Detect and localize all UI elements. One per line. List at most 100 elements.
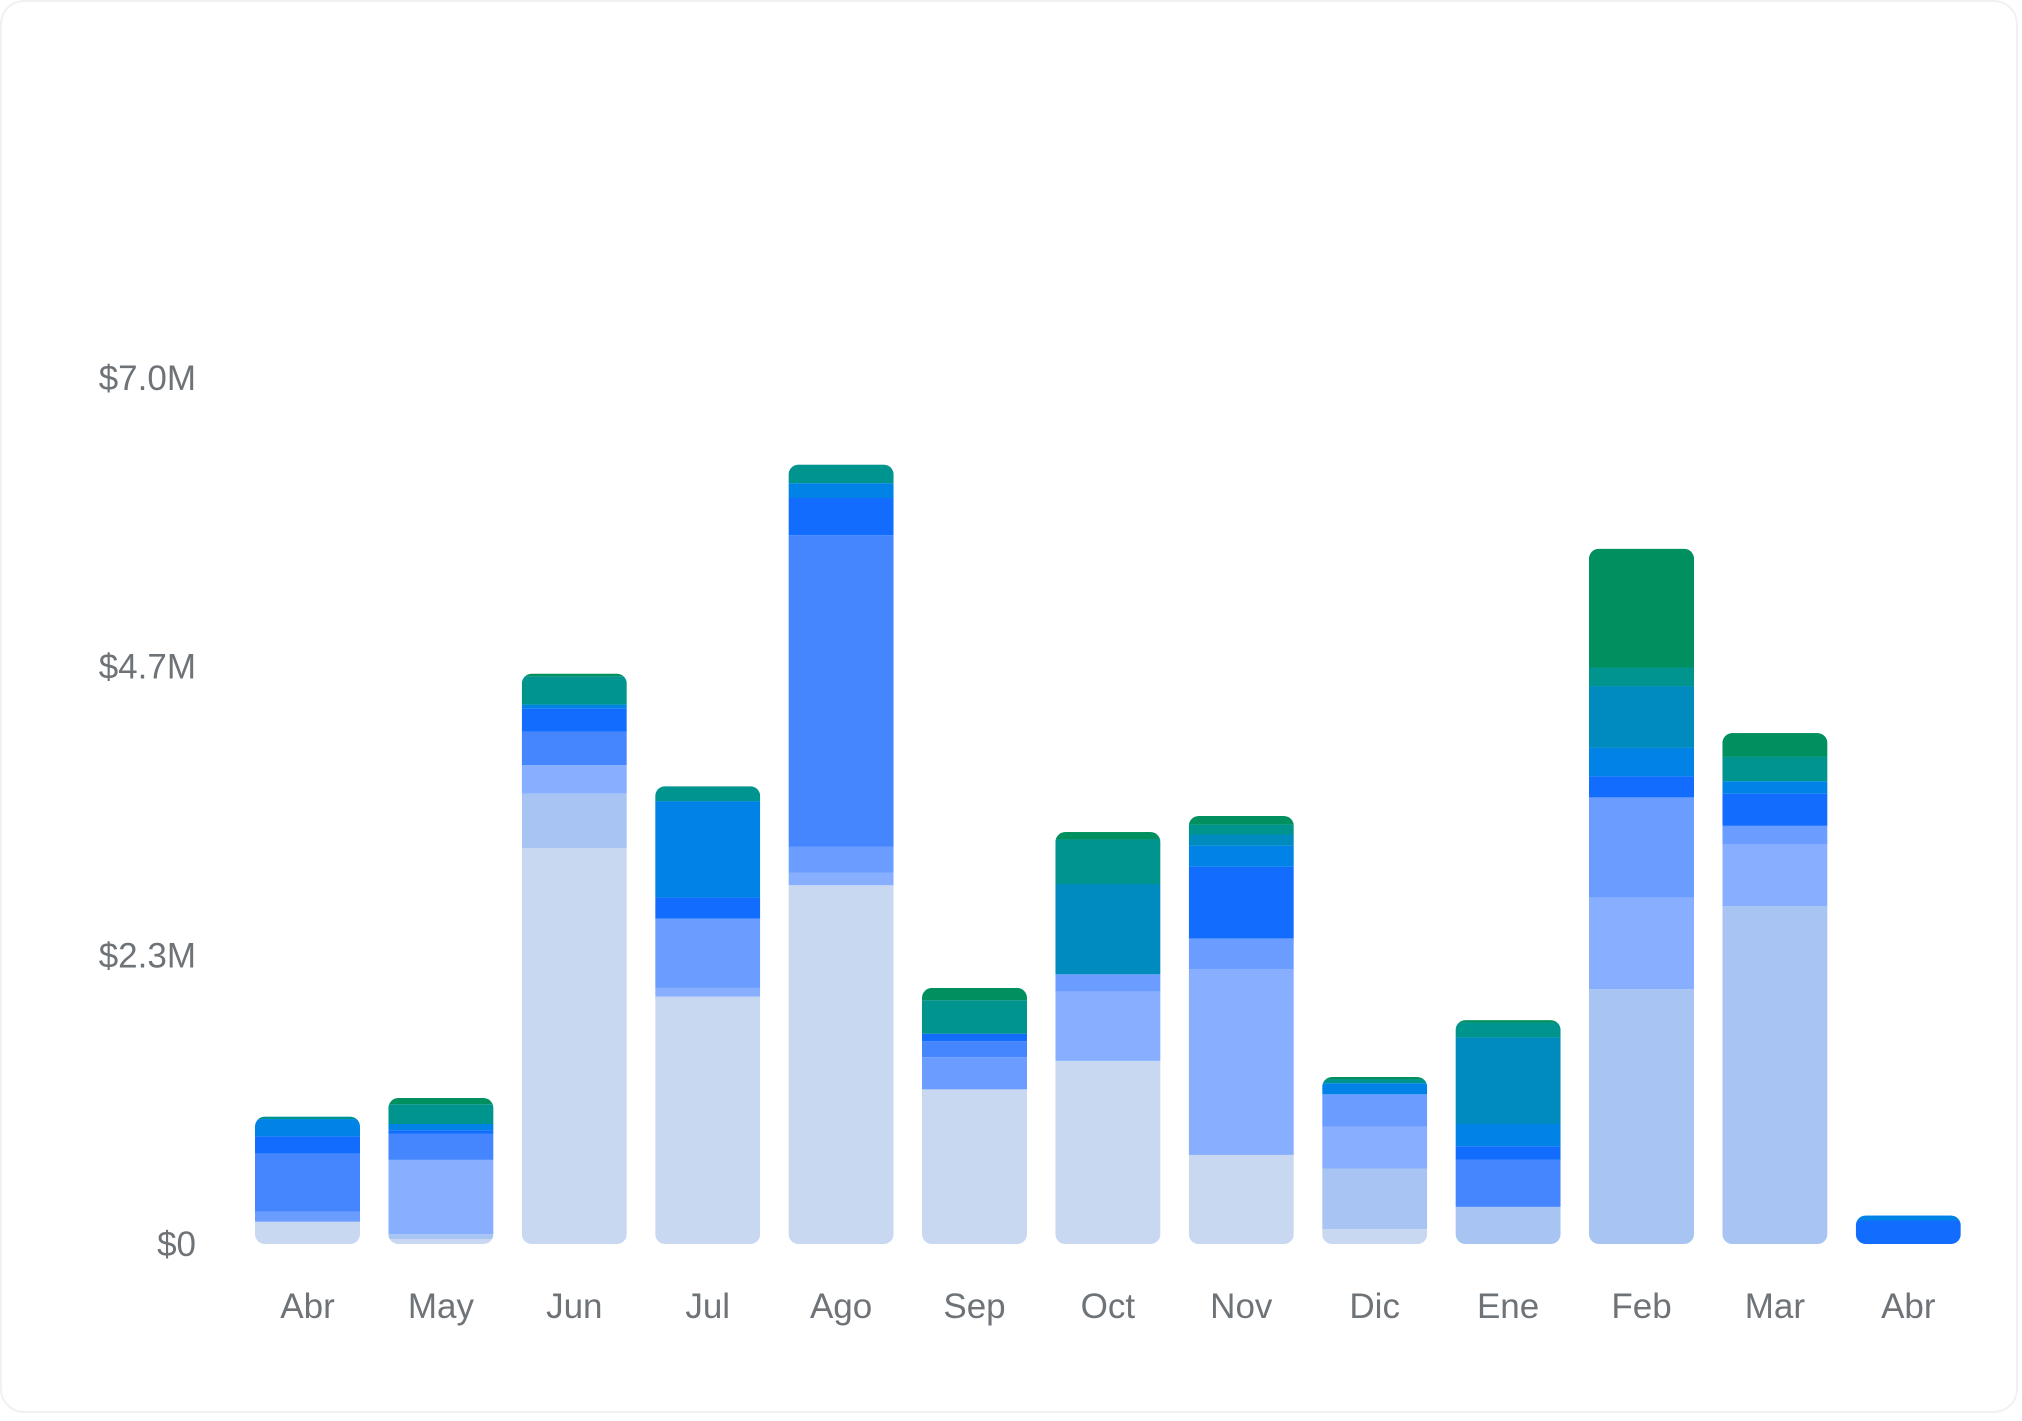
bar-segment <box>788 464 894 484</box>
x-tick-label: May <box>408 1287 475 1326</box>
bar-segment <box>521 731 627 766</box>
bar-segment <box>1055 839 1161 884</box>
x-tick-label: Abr <box>1881 1287 1936 1326</box>
bar-segment <box>655 897 761 919</box>
bar-segment <box>1188 845 1294 867</box>
bar-segment <box>1322 1094 1428 1127</box>
bar-segment <box>788 483 894 499</box>
bar-segment <box>255 1153 360 1212</box>
bar-segment <box>521 704 627 709</box>
bar-segment <box>1188 866 1294 939</box>
bars <box>255 464 1961 1244</box>
bar-segment <box>1455 1206 1561 1244</box>
x-tick-label: Abr <box>280 1287 335 1326</box>
bar-segment <box>1722 756 1828 782</box>
x-tick-label: Dic <box>1349 1287 1400 1326</box>
bar-segment <box>388 1104 494 1124</box>
bar-segment <box>255 1119 360 1137</box>
bar-segment <box>1589 667 1694 687</box>
bar-segment <box>388 1098 494 1105</box>
y-tick-label: $2.3M <box>99 937 196 976</box>
bar-segment <box>388 1159 494 1235</box>
bar-stack <box>788 464 894 1244</box>
bar-segment <box>1188 834 1294 846</box>
bar-segment <box>521 765 627 794</box>
bar-segment <box>388 1234 494 1240</box>
bar-stack <box>922 987 1027 1244</box>
x-tick-label: Nov <box>1210 1287 1273 1326</box>
bar-segment <box>788 846 894 873</box>
bar-segment <box>655 786 761 802</box>
bar-segment <box>788 872 894 886</box>
bar-segment <box>255 1221 360 1244</box>
bar-segment <box>1188 969 1294 1155</box>
bar-segment <box>1722 844 1828 907</box>
bar-segment <box>1589 686 1694 748</box>
bar-segment <box>388 1130 494 1134</box>
bar-segment <box>1855 1215 1961 1221</box>
y-axis: $0 $2.3M $4.7M $7.0M <box>99 359 196 1264</box>
bar-stack <box>388 1098 494 1244</box>
bar-segment <box>521 793 627 849</box>
bar-segment <box>388 1133 494 1160</box>
bar-segment <box>1455 1159 1561 1207</box>
bar-segment <box>521 848 627 1244</box>
bar-segment <box>1589 548 1694 668</box>
bar-segment <box>1322 1168 1428 1230</box>
bar-segment <box>1589 747 1694 777</box>
y-tick-label: $7.0M <box>99 359 196 398</box>
bar-stack <box>1455 1020 1561 1244</box>
bar-segment <box>255 1211 360 1222</box>
y-tick-label: $4.7M <box>99 647 196 686</box>
x-tick-label: Ene <box>1477 1287 1539 1326</box>
bar-stack <box>255 1116 360 1244</box>
bar-segment <box>655 987 761 997</box>
x-tick-label: Feb <box>1611 1287 1671 1326</box>
bar-segment <box>1055 991 1161 1061</box>
bar-stack <box>1188 815 1294 1244</box>
bar-segment <box>1322 1076 1428 1080</box>
bar-segment <box>922 1000 1027 1034</box>
bar-segment <box>1722 733 1828 757</box>
x-axis: Abr May Jun Jul Ago Sep Oct Nov Dic Ene Feb Mar Abr <box>280 1287 1936 1326</box>
x-tick-label: Jun <box>546 1287 602 1326</box>
bar-segment <box>1455 1020 1561 1023</box>
bar-segment <box>1322 1229 1428 1244</box>
y-tick-label: $0 <box>157 1225 196 1264</box>
bar-segment <box>1055 883 1161 975</box>
bar-stack <box>1855 1215 1961 1244</box>
bar-segment <box>521 673 627 677</box>
bar-stack <box>1589 548 1694 1244</box>
bar-segment <box>922 1057 1027 1090</box>
bar-segment <box>788 535 894 847</box>
bar-segment <box>388 1123 494 1131</box>
bar-stack <box>1722 733 1828 1244</box>
bar-segment <box>1589 797 1694 898</box>
bar-segment <box>255 1116 360 1120</box>
bar-segment <box>1855 1220 1961 1244</box>
bar-segment <box>521 676 627 705</box>
bar-segment <box>1322 1126 1428 1169</box>
bar-segment <box>1722 906 1828 1244</box>
bar-segment <box>1722 781 1828 794</box>
bar-segment <box>1055 832 1161 840</box>
bar-segment <box>1188 815 1294 825</box>
bar-stack <box>521 673 627 1244</box>
bar-segment <box>521 708 627 732</box>
bar-segment <box>1188 938 1294 970</box>
bar-segment <box>922 1041 1027 1058</box>
bar-segment <box>1055 1060 1161 1244</box>
bar-segment <box>1455 1146 1561 1160</box>
bar-segment <box>922 1033 1027 1042</box>
bar-segment <box>1188 1154 1294 1244</box>
x-tick-label: Mar <box>1745 1287 1806 1326</box>
bar-segment <box>388 1239 494 1244</box>
bar-segment <box>1589 897 1694 990</box>
bar-segment <box>788 498 894 536</box>
bar-segment <box>1589 989 1694 1244</box>
x-tick-label: Sep <box>943 1287 1005 1326</box>
bar-stack <box>1055 832 1161 1244</box>
bar-stack <box>655 786 761 1244</box>
